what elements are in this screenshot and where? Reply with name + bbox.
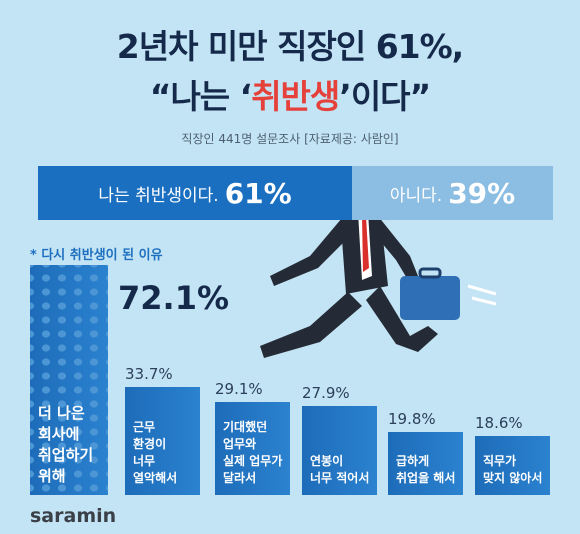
bar-segment: 나는 취반생이다. 61%: [38, 166, 353, 220]
value-label: 72.1%: [118, 279, 230, 317]
quote-highlight: 취반생: [251, 77, 340, 116]
value-label: 27.9%: [302, 383, 350, 402]
chart-title: * 다시 취반생이 된 이유: [30, 248, 163, 263]
bar: 기대했던 업무와 실제 업무가 달라서: [215, 402, 290, 495]
legend-label: 아니다.: [389, 185, 443, 206]
quote: “나는 ‘취반생’이다”: [0, 70, 580, 118]
bar: 근무 환경이 너무 열악해서: [125, 387, 200, 495]
value-label: 39%: [448, 176, 516, 210]
bar: 급하게 취업을 해서: [388, 431, 463, 495]
value-label: 61%: [224, 176, 292, 210]
quote-text: ’이다”: [339, 77, 431, 116]
value-label: 29.1%: [215, 380, 263, 399]
subtitle: 직장인 441명 설문조사 [자료제공: 사람인]: [181, 132, 399, 146]
bar: 연봉이 너무 적어서: [302, 405, 377, 495]
bar: 직무가 맞지 않아서: [475, 435, 550, 495]
runner-illustration: [260, 180, 497, 358]
quote-text: “나는 ‘: [149, 77, 252, 116]
brand: saramin: [30, 505, 117, 527]
value-label: 18.6%: [475, 413, 523, 432]
title: 2년차 미만 직장인 61%,: [116, 27, 464, 66]
value-label: 33.7%: [125, 365, 173, 384]
legend-label: 나는 취반생이다.: [98, 185, 219, 206]
bar: 더 나은 회사에 취업하기 위해: [30, 265, 108, 495]
value-label: 19.8%: [388, 409, 436, 428]
bar-segment: 아니다. 39%: [352, 166, 553, 220]
